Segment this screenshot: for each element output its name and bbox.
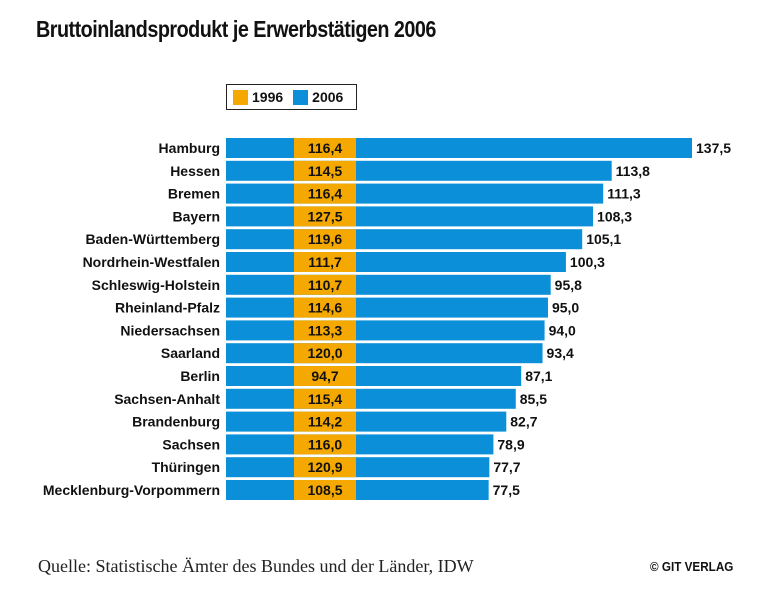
bar-2006-mecklenburg-vorpommern <box>226 480 489 500</box>
bar-1996-berlin <box>294 366 356 386</box>
value-label-2006-th-ringen: 77,7 <box>493 459 520 475</box>
value-label-2006-saarland: 93,4 <box>547 345 574 361</box>
legend-item-1996: 1996 <box>233 89 283 105</box>
category-label-hessen: Hessen <box>170 163 220 179</box>
bar-1996-niedersachsen <box>294 320 356 341</box>
value-label-1996-sachsen: 116,0 <box>308 436 342 452</box>
category-label-bayern: Bayern <box>173 208 220 224</box>
value-label-2006-mecklenburg-vorpommern: 77,5 <box>493 482 520 498</box>
value-label-1996-hessen: 114,5 <box>308 163 342 179</box>
value-label-2006-sachsen-anhalt: 85,5 <box>520 391 547 407</box>
value-label-1996-rheinland-pfalz: 114,6 <box>308 300 342 316</box>
bar-2006-nordrhein-westfalen <box>226 252 566 272</box>
value-label-1996-brandenburg: 114,2 <box>308 414 342 430</box>
category-label-saarland: Saarland <box>161 345 220 361</box>
category-label-baden-w-rttemberg: Baden-Württemberg <box>85 231 220 247</box>
value-label-2006-rheinland-pfalz: 95,0 <box>552 300 579 316</box>
value-label-2006-berlin: 87,1 <box>525 368 552 384</box>
bar-1996-bremen <box>294 183 356 204</box>
bar-1996-brandenburg <box>294 411 356 432</box>
value-label-1996-saarland: 120,0 <box>307 345 342 361</box>
bar-1996-sachsen-anhalt <box>294 388 356 409</box>
value-label-1996-bayern: 127,5 <box>307 208 342 224</box>
value-label-1996-th-ringen: 120,9 <box>307 459 342 475</box>
bar-2006-rheinland-pfalz <box>226 297 548 318</box>
value-label-2006-brandenburg: 82,7 <box>510 414 537 430</box>
value-label-1996-schleswig-holstein: 110,7 <box>308 277 342 293</box>
value-label-2006-bremen: 111,3 <box>607 186 641 202</box>
chart-title: Bruttoinlandsprodukt je Erwerbstätigen 2… <box>36 16 436 42</box>
value-label-2006-niedersachsen: 94,0 <box>549 322 576 338</box>
bar-2006-baden-w-rttemberg <box>226 229 583 250</box>
value-label-1996-baden-w-rttemberg: 119,6 <box>308 231 342 247</box>
bar-1996-hessen <box>294 160 356 181</box>
bar-2006-berlin <box>226 366 522 386</box>
category-label-bremen: Bremen <box>168 186 220 202</box>
bar-1996-nordrhein-westfalen <box>294 252 356 272</box>
category-label-mecklenburg-vorpommern: Mecklenburg-Vorpommern <box>43 482 220 498</box>
bar-1996-th-ringen <box>294 457 356 478</box>
category-label-niedersachsen: Niedersachsen <box>120 322 220 338</box>
bar-1996-saarland <box>294 343 356 364</box>
category-label-rheinland-pfalz: Rheinland-Pfalz <box>115 300 220 316</box>
copyright-note: © GIT VERLAG <box>650 559 734 574</box>
value-label-1996-hamburg: 116,4 <box>308 140 342 156</box>
value-label-1996-nordrhein-westfalen: 111,7 <box>308 254 342 270</box>
bar-2006-bayern <box>226 206 594 227</box>
bar-1996-hamburg <box>294 138 356 158</box>
category-label-th-ringen: Thüringen <box>152 459 220 475</box>
bar-1996-mecklenburg-vorpommern <box>294 480 356 500</box>
category-label-nordrhein-westfalen: Nordrhein-Westfalen <box>83 254 220 270</box>
bar-2006-sachsen <box>226 434 494 455</box>
bar-1996-rheinland-pfalz <box>294 297 356 318</box>
bar-1996-bayern <box>294 206 356 227</box>
category-label-brandenburg: Brandenburg <box>132 414 220 430</box>
source-note: Quelle: Statistische Ämter des Bundes un… <box>38 556 474 576</box>
value-label-1996-niedersachsen: 113,3 <box>308 322 342 338</box>
value-label-1996-sachsen-anhalt: 115,4 <box>308 391 342 407</box>
value-label-1996-bremen: 116,4 <box>308 186 342 202</box>
category-label-sachsen-anhalt: Sachsen-Anhalt <box>114 391 220 407</box>
value-label-2006-schleswig-holstein: 95,8 <box>555 277 582 293</box>
bar-1996-sachsen <box>294 434 356 455</box>
legend-label-2006: 2006 <box>312 89 344 105</box>
legend-swatch-1996 <box>233 89 248 105</box>
bar-2006-brandenburg <box>226 411 507 432</box>
category-label-schleswig-holstein: Schleswig-Holstein <box>92 277 220 293</box>
value-label-2006-baden-w-rttemberg: 105,1 <box>586 231 621 247</box>
bar-2006-th-ringen <box>226 457 490 478</box>
legend: 1996 2006 <box>226 84 357 110</box>
legend-item-2006: 2006 <box>293 89 343 105</box>
value-label-1996-berlin: 94,7 <box>311 368 338 384</box>
value-label-2006-nordrhein-westfalen: 100,3 <box>570 254 605 270</box>
bar-2006-schleswig-holstein <box>226 274 551 295</box>
category-label-berlin: Berlin <box>180 368 220 384</box>
value-label-2006-hamburg: 137,5 <box>696 140 731 156</box>
bar-2006-niedersachsen <box>226 320 545 341</box>
value-label-1996-mecklenburg-vorpommern: 108,5 <box>307 482 342 498</box>
value-label-2006-bayern: 108,3 <box>597 208 632 224</box>
bar-2006-saarland <box>226 343 543 364</box>
bar-1996-schleswig-holstein <box>294 274 356 295</box>
bar-1996-baden-w-rttemberg <box>294 229 356 250</box>
category-label-sachsen: Sachsen <box>162 436 220 452</box>
bar-2006-bremen <box>226 183 604 204</box>
value-label-2006-sachsen: 78,9 <box>497 436 524 452</box>
legend-label-1996: 1996 <box>252 89 284 105</box>
bar-2006-hessen <box>226 160 612 181</box>
bar-2006-sachsen-anhalt <box>226 388 516 409</box>
value-label-2006-hessen: 113,8 <box>616 163 650 179</box>
legend-swatch-2006 <box>293 89 309 105</box>
category-label-hamburg: Hamburg <box>159 140 220 156</box>
